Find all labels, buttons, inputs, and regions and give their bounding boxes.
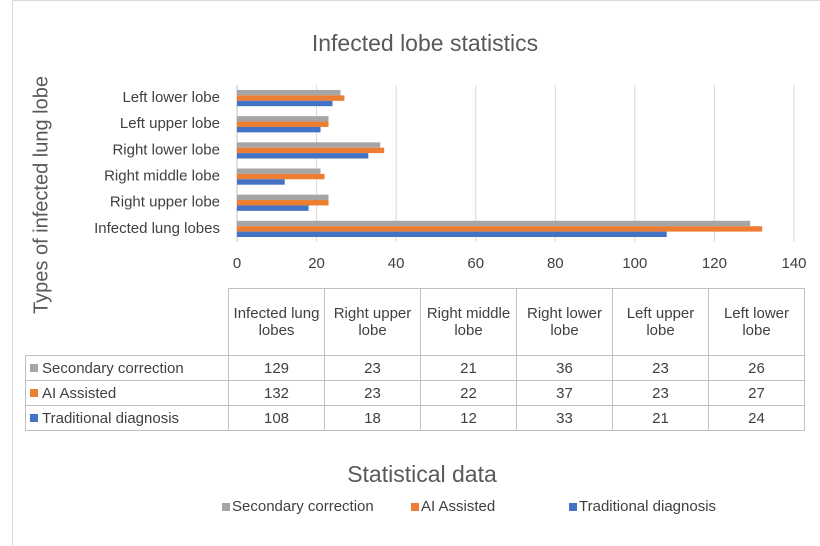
table-cell: 108: [228, 405, 325, 431]
x-tick-label: 120: [702, 255, 727, 272]
table-cell: 23: [612, 380, 709, 406]
table-cell: 22: [420, 380, 517, 406]
table-row-header: Traditional diagnosis: [25, 405, 229, 431]
y-tick-label: Right upper lobe: [110, 194, 220, 211]
table-cell: 24: [708, 405, 805, 431]
y-tick-label: Right middle lobe: [104, 168, 220, 185]
table-cell: 37: [516, 380, 613, 406]
table-cell: 27: [708, 380, 805, 406]
table-header: Right lower lobe: [516, 288, 613, 356]
bar: [237, 168, 321, 174]
series-name: Traditional diagnosis: [42, 409, 180, 427]
table-cell: 23: [612, 355, 709, 381]
legend-swatch: [222, 503, 230, 511]
table-cell: 23: [324, 380, 421, 406]
chart-title: Infected lobe statistics: [312, 30, 538, 56]
bar: [237, 153, 369, 159]
bar: [237, 116, 329, 122]
bar: [237, 173, 325, 180]
table-header: Right upper lobe: [324, 288, 421, 356]
bar: [237, 100, 333, 107]
table-header: Infected lung lobes: [228, 288, 325, 356]
bar: [237, 126, 321, 133]
x-tick-label: 20: [308, 255, 325, 272]
table-header: Left upper lobe: [612, 288, 709, 356]
legend-swatch: [30, 414, 38, 422]
legend-swatch: [411, 503, 419, 511]
table-cell: 18: [324, 405, 421, 431]
bar: [237, 147, 385, 154]
table-cell: 21: [612, 405, 709, 431]
legend-swatch: [30, 364, 38, 372]
table-header: Right middle lobe: [420, 288, 517, 356]
x-tick-label: 80: [547, 255, 564, 272]
table-header: Left lower lobe: [708, 288, 805, 356]
series-name: Secondary correction: [42, 359, 184, 377]
y-axis-label: Types of infected lung lobe: [30, 76, 52, 314]
table-cell: 129: [228, 355, 325, 381]
bar: [237, 121, 329, 127]
bar: [237, 231, 667, 238]
bar: [237, 205, 309, 211]
bar: [237, 179, 285, 185]
bar: [237, 200, 329, 206]
bar: [237, 89, 341, 96]
table-cell: 26: [708, 355, 805, 381]
bar: [237, 142, 381, 148]
x-tick-label: 40: [388, 255, 405, 272]
table-cell: 21: [420, 355, 517, 381]
legend-label: Secondary correction: [232, 498, 374, 515]
y-tick-label: Right lower lobe: [112, 141, 220, 158]
y-tick-label: Left lower lobe: [122, 89, 220, 106]
legend-label: AI Assisted: [421, 498, 495, 515]
bar: [237, 95, 345, 101]
bar: [237, 194, 329, 201]
table-cell: 12: [420, 405, 517, 431]
x-tick-label: 60: [467, 255, 484, 272]
table-row-header: AI Assisted: [25, 380, 229, 406]
table-cell: 23: [324, 355, 421, 381]
table-row-header: Secondary correction: [25, 355, 229, 381]
y-tick-label: Left upper lobe: [120, 115, 220, 132]
x-tick-label: 140: [781, 255, 806, 272]
x-tick-label: 0: [233, 255, 241, 272]
bar: [237, 226, 763, 232]
table-cell: 33: [516, 405, 613, 431]
y-tick-label: Infected lung lobes: [94, 220, 220, 237]
table-cell: 36: [516, 355, 613, 381]
legend-swatch: [30, 389, 38, 397]
x-tick-label: 100: [622, 255, 647, 272]
bar: [237, 220, 751, 227]
chart-frame: [12, 0, 820, 546]
x-axis-label: Statistical data: [347, 461, 497, 487]
table-cell: 132: [228, 380, 325, 406]
legend-label: Traditional diagnosis: [579, 498, 716, 515]
series-name: AI Assisted: [42, 384, 117, 402]
legend-swatch: [569, 503, 577, 511]
